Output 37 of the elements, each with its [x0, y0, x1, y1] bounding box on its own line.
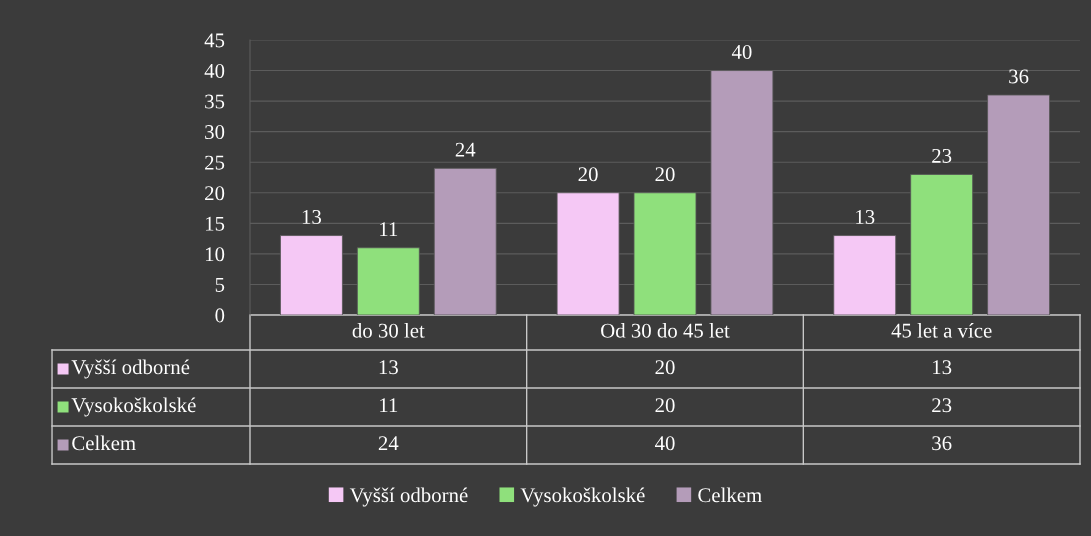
data-label: 23 [932, 148, 952, 163]
x-tick-label: 45 let a více [891, 323, 992, 338]
data-label: 36 [1009, 69, 1029, 84]
y-tick-label: 20 [205, 186, 225, 201]
text: 13 [379, 360, 398, 375]
data-label: 24 [455, 142, 476, 157]
text: 11 [380, 398, 398, 413]
text: 36 [932, 436, 952, 451]
y-tick-label: 40 [204, 63, 225, 78]
legend-label: Vyšší odborné [71, 359, 190, 379]
text: Vyšší odborné [349, 487, 468, 507]
data-label: 11 [380, 222, 398, 237]
text: 13 [933, 360, 952, 375]
text: 20 [655, 398, 675, 413]
text: 23 [932, 398, 952, 413]
legend-label: Vysokoškolské [520, 487, 645, 507]
y-tick-label: 45 [204, 33, 225, 48]
text: Vysokoškolské [71, 397, 196, 417]
x-tick-label: Od 30 do 45 let [601, 323, 730, 338]
data-label: 40 [731, 44, 752, 59]
text: 40 [654, 436, 675, 451]
data-label: 20 [578, 167, 598, 182]
text: 24 [378, 436, 399, 451]
data-label: 13 [302, 209, 322, 224]
y-tick-label: 10 [206, 247, 225, 262]
data-label: 20 [655, 167, 675, 182]
text: 20 [655, 360, 675, 375]
legend-label: Celkem [698, 487, 762, 503]
data-label: 13 [856, 209, 875, 224]
y-tick-label: 5 [215, 278, 225, 292]
y-tick-label: 30 [205, 125, 225, 140]
text: Celkem [72, 435, 136, 451]
y-tick-label: 35 [205, 94, 225, 109]
y-tick-label: 25 [205, 155, 225, 170]
y-tick-label: 15 [206, 216, 225, 231]
y-tick-label: 0 [215, 308, 225, 323]
x-tick-label: do 30 let [352, 323, 425, 338]
